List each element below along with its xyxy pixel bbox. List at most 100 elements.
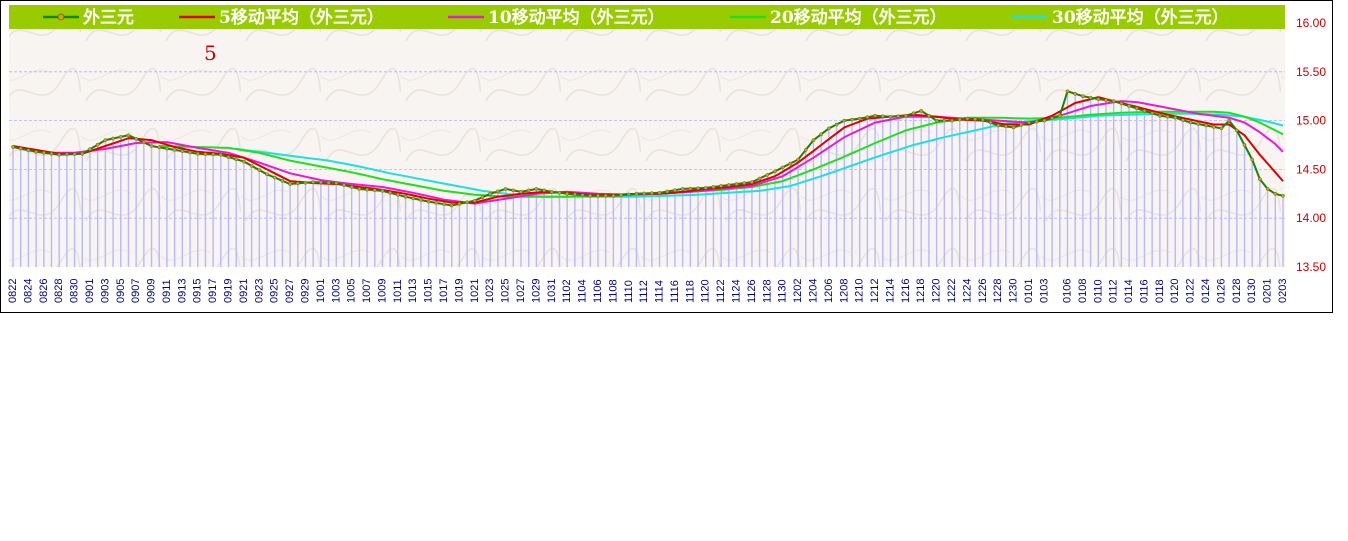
series-point [950,118,954,123]
series-point [1104,98,1108,102]
series-point [1096,97,1101,101]
series-point [688,186,693,191]
series-point [519,189,523,194]
x-tick-label: 1222 [946,279,958,303]
series-point [1019,123,1024,127]
x-tick-label: 0126 [1215,279,1227,303]
series-point [380,189,385,193]
x-tick-label: 1108 [607,279,619,303]
series-point [372,188,377,193]
series-point [927,113,931,118]
x-tick-label: 1023 [484,279,496,303]
series-point [18,146,23,151]
series-point [726,183,731,187]
series-point [126,133,131,138]
x-tick-label: 1029 [530,279,542,303]
series-point [896,114,901,119]
series-point [1119,101,1124,106]
x-tick-label: 1220 [931,279,943,303]
series-point [557,190,562,195]
series-point [1204,123,1208,128]
series-point [57,152,62,157]
x-axis-ticks: 0822 0824 0826 0828 0830 0901 0903 0905 0907 0909… [7,279,1289,303]
x-tick-label: 0128 [1231,279,1243,303]
series-point [857,116,862,121]
x-tick-label: 1102 [561,279,573,303]
series-point [903,113,908,118]
series-point [957,117,962,122]
x-tick-label: 1228 [992,279,1004,303]
x-tick-label: 1206 [823,279,835,303]
series-point [911,111,916,116]
series-point [496,189,500,194]
series-point [788,161,793,166]
x-tick-label: 0905 [115,279,127,303]
annotation-label: 5 [204,41,217,65]
x-tick-label: 1009 [376,279,388,303]
series-point [157,145,162,150]
x-tick-label: 0903 [99,279,111,303]
series-point [1065,89,1070,94]
series-point [211,152,215,157]
series-point [1011,125,1016,130]
x-tick-label: 1001 [315,279,327,303]
y-tick-label: 13.50 [1296,260,1326,274]
series-point [1111,99,1116,103]
x-tick-label: 0101 [1023,279,1035,303]
x-tick-label: 0114 [1123,279,1135,303]
series-point [1134,106,1139,111]
x-tick-label: 1128 [761,279,773,303]
series-point [26,148,31,153]
series-point [642,191,647,196]
series-point [803,148,808,152]
series-point [988,120,993,125]
legend-entry: 5移动平均（外三元） [219,7,384,28]
series-point [634,191,639,196]
series-point [1042,118,1047,123]
series-line-0 [12,90,1284,207]
series-point [242,159,246,164]
series-point [542,188,546,193]
series-point [218,152,223,157]
legend-bar [9,5,1285,29]
x-tick-label: 0110 [1092,279,1104,303]
x-tick-label: 1120 [700,279,712,303]
series-point [1250,157,1255,162]
series-point [596,193,600,198]
series-point [11,145,15,149]
series-point [257,168,262,172]
x-tick-label: 1116 [669,280,681,303]
series-point [865,115,870,120]
series-point [1088,95,1093,100]
series-point [657,190,662,195]
series-point [188,150,192,155]
series-point [342,183,346,187]
series-point [934,118,939,123]
series-point [850,117,854,122]
x-tick-label: 0919 [223,279,235,303]
series-point [780,165,785,170]
x-tick-label: 0824 [22,279,34,303]
series-point [1281,193,1285,198]
series-point [180,149,185,154]
series-point [365,187,369,192]
series-point [357,187,362,191]
series-point [103,138,108,142]
legend-entry: 外三元 [83,7,134,28]
x-tick-label: 1202 [792,279,804,303]
series-point [1142,108,1147,113]
x-tick-label: 1122 [715,279,727,303]
series-point [819,132,824,137]
series-line-4 [236,112,1284,198]
series-point [280,178,285,183]
x-tick-label: 1110 [623,280,635,303]
x-tick-label: 0201 [1262,279,1274,303]
x-tick-label: 1224 [961,279,973,303]
line-chart: 外三元 5移动平均（外三元） 10移动平均（外三元） 20移动平均（外三元） 30移动平… [7,5,1326,303]
series-point [226,155,231,159]
series-point [88,147,92,152]
series-point [1173,115,1178,120]
series-point [134,136,139,141]
series-point [149,144,154,148]
x-tick-label: 0203 [1277,279,1289,303]
